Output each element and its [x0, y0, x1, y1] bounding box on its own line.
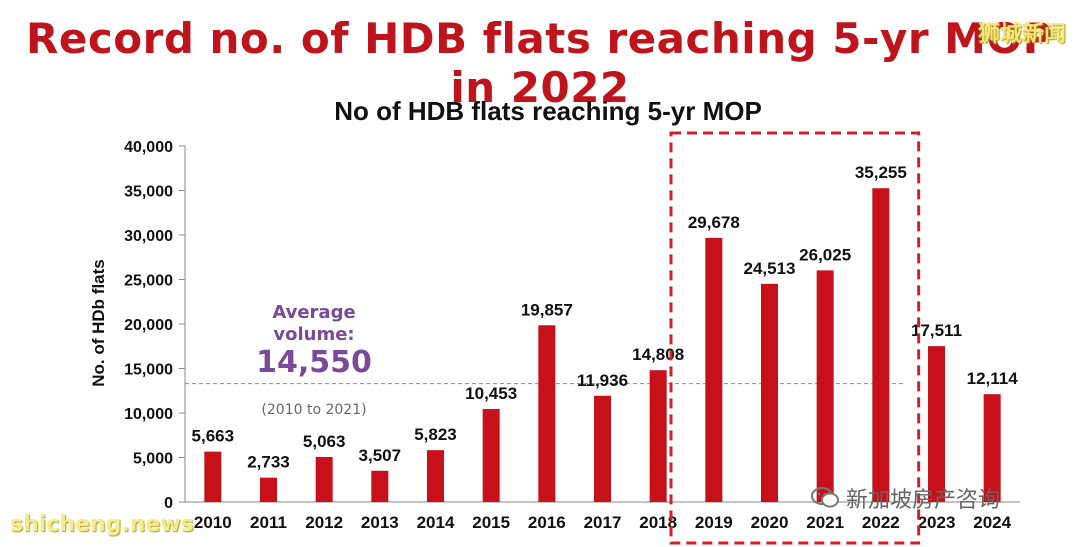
bar: [371, 470, 389, 502]
bar-value-label: 3,507: [359, 446, 402, 465]
wechat-icon: [810, 485, 840, 511]
bar: [594, 395, 611, 502]
x-tick-label: 2019: [695, 513, 733, 532]
y-tick-label: 0: [164, 495, 173, 512]
bar-value-label: 5,823: [414, 425, 457, 444]
bar-value-label: 19,857: [521, 300, 573, 319]
bar: [649, 370, 667, 502]
headline: Record no. of HDB flats reaching 5-yr MO…: [26, 14, 1054, 112]
bar: [538, 325, 556, 502]
x-tick-label: 2014: [417, 513, 455, 532]
x-tick-label: 2012: [305, 513, 343, 532]
x-tick-label: 2013: [361, 513, 399, 532]
bar: [872, 188, 890, 502]
x-tick-label: 2017: [584, 513, 622, 532]
bar: [761, 283, 778, 502]
bar-value-label: 17,511: [911, 321, 962, 340]
bar-value-label: 11,936: [577, 371, 628, 390]
y-tick-label: 10,000: [124, 406, 173, 423]
x-tick-label: 2021: [806, 513, 844, 532]
x-tick-label: 2023: [918, 513, 956, 532]
bar-value-label: 35,255: [855, 163, 907, 182]
annotation-line1: Average: [272, 302, 355, 323]
watermark-bottom-left: shicheng.news: [10, 512, 194, 537]
bar: [928, 346, 945, 502]
bar-value-label: 24,513: [744, 259, 796, 278]
bar-value-label: 14,808: [632, 345, 684, 364]
bar-value-label: 26,025: [799, 245, 851, 264]
bar-value-label: 5,063: [303, 432, 346, 451]
y-tick-label: 5,000: [133, 451, 173, 468]
bar: [260, 477, 277, 502]
bar-value-label: 12,114: [967, 369, 1019, 388]
x-tick-label: 2011: [250, 513, 287, 532]
y-tick-label: 30,000: [124, 228, 173, 245]
bar: [816, 270, 834, 502]
bar: [204, 451, 222, 502]
x-tick-label: 2018: [639, 513, 677, 532]
y-tick-label: 25,000: [124, 273, 173, 290]
watermark-bottom-right-text: 新加坡房产咨询: [846, 488, 1001, 513]
x-tick-label: 2010: [194, 513, 232, 532]
x-tick-label: 2024: [973, 513, 1011, 532]
bar: [315, 456, 333, 502]
y-tick-label: 40,000: [124, 139, 173, 156]
y-tick-label: 15,000: [124, 362, 173, 379]
bar-value-label: 5,663: [192, 427, 235, 446]
bar-value-label: 29,678: [688, 213, 740, 232]
bar-value-label: 10,453: [465, 384, 517, 403]
x-tick-label: 2020: [751, 513, 789, 532]
watermark-bottom-right: 新加坡房产咨询: [810, 482, 1000, 514]
bar: [705, 237, 723, 503]
chart-title: No of HDB flats reaching 5-yr MOP: [334, 96, 762, 126]
y-axis-title: No. of HDb flats: [89, 259, 108, 387]
annotation-value: 14,550: [256, 345, 372, 380]
x-tick-label: 2016: [528, 513, 566, 532]
highlight-box: [669, 131, 921, 545]
bar: [482, 408, 500, 502]
bar: [427, 450, 444, 502]
y-tick-label: 35,000: [124, 184, 173, 201]
bar-value-label: 2,733: [247, 453, 290, 472]
annotation-line2: volume:: [273, 324, 354, 345]
annotation-period: (2010 to 2021): [261, 402, 366, 418]
x-tick-label: 2022: [862, 513, 900, 532]
y-tick-label: 20,000: [124, 317, 173, 334]
x-tick-label: 2015: [472, 513, 510, 532]
watermark-top-right: 狮城新闻: [977, 22, 1066, 47]
bar: [983, 394, 1001, 502]
